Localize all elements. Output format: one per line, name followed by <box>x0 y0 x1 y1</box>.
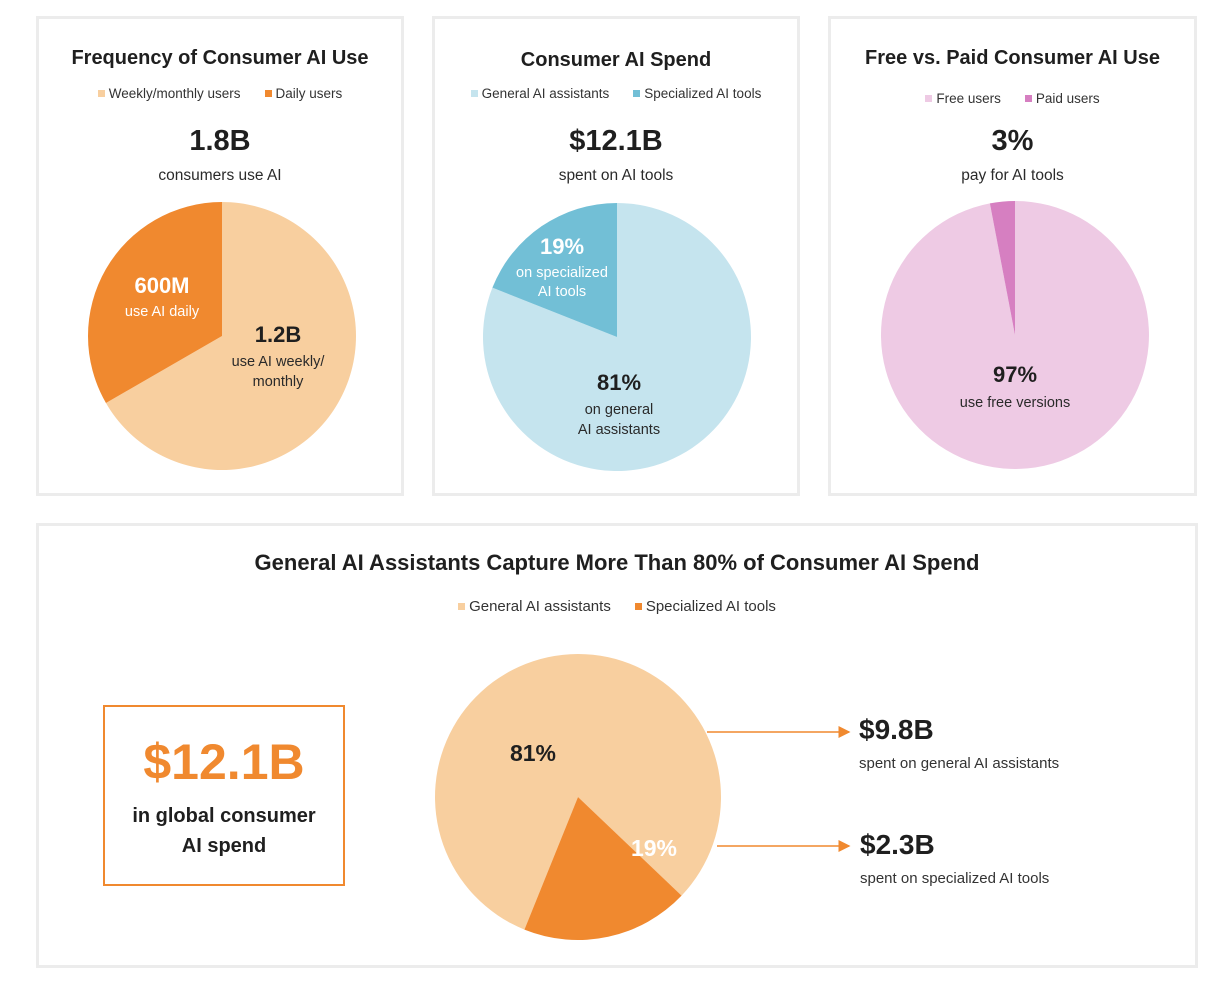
legend-label: Daily users <box>275 86 343 101</box>
chart-panel-spend: Consumer AI Spend General AI assistants … <box>432 16 800 496</box>
slice-label-value: 600M <box>134 273 189 298</box>
headline-value: 1.8B <box>189 125 251 157</box>
chart-legend: General AI assistants Specialized AI too… <box>39 598 1195 615</box>
pie-slice-daily <box>87 202 223 403</box>
legend-label: General AI assistants <box>481 86 610 101</box>
legend-swatch <box>925 95 933 102</box>
chart-title: Consumer AI Spend <box>520 49 712 71</box>
pie-free-paid: 97% use free versions <box>880 201 1149 469</box>
chart-title: Free vs. Paid Consumer AI Use <box>865 47 1160 69</box>
total-spend-box: $12.1B in global consumer AI spend <box>103 705 345 886</box>
legend-entry: Specialized AI tools <box>633 86 761 101</box>
callout-arrows <box>707 726 851 852</box>
legend-swatch <box>97 90 105 97</box>
legend-swatch <box>458 603 466 610</box>
slice-label-text: monthly <box>253 374 305 390</box>
slice-label-text: use AI daily <box>125 304 200 320</box>
pie-frequency: 600M use AI daily 1.2B use AI weekly/ mo… <box>87 202 356 471</box>
chart-panel-free-paid: Free vs. Paid Consumer AI Use Free users… <box>828 16 1197 496</box>
legend-swatch <box>264 90 272 97</box>
pie-spend: 19% on specialized AI tools 81% on gener… <box>482 203 751 472</box>
chart-title: Frequency of Consumer AI Use <box>71 47 369 69</box>
pie-slice-specialized <box>492 203 617 337</box>
legend-entry: Weekly/monthly users <box>97 86 241 101</box>
legend-entry: Free users <box>925 91 1001 106</box>
slice-label-text: on general <box>585 402 654 418</box>
chart-panel-assistants-capture: General AI Assistants Capture More Than … <box>36 523 1198 968</box>
slice-label-value: 81% <box>510 740 556 766</box>
pie-slice-specialized <box>524 797 682 941</box>
pie-slice-weekly-monthly <box>105 202 356 471</box>
chart-legend: Weekly/monthly users Daily users <box>39 86 401 101</box>
slice-label-value: 1.2B <box>255 322 301 347</box>
slice-label-value: 97% <box>993 362 1037 387</box>
callout-value: $9.8B <box>859 714 934 745</box>
total-label-line: in global consumer <box>132 805 316 827</box>
pie-slice-general <box>482 203 751 472</box>
legend-swatch <box>633 90 641 97</box>
legend-label: Free users <box>936 91 1001 106</box>
legend-label: Specialized AI tools <box>644 86 762 101</box>
headline-value: 3% <box>991 125 1034 157</box>
callout-label: spent on general AI assistants <box>859 755 1060 772</box>
chart-title: General AI Assistants Capture More Than … <box>254 550 980 575</box>
legend-entry: General AI assistants <box>458 598 611 615</box>
legend-label: Weekly/monthly users <box>108 86 241 101</box>
slice-label-value: 19% <box>540 234 584 259</box>
legend-entry: General AI assistants <box>470 86 610 101</box>
pie-slice-paid <box>989 201 1015 335</box>
legend-entry: Specialized AI tools <box>634 598 776 615</box>
slice-label-text: use AI weekly/ <box>232 354 326 370</box>
legend-label: General AI assistants <box>469 598 611 615</box>
headline-label: pay for AI tools <box>961 167 1064 184</box>
legend-label: Paid users <box>1035 91 1100 106</box>
slice-label-text: use free versions <box>960 395 1070 411</box>
slice-label-text: AI assistants <box>578 422 660 438</box>
pie-slice-free <box>880 201 1149 469</box>
slice-label-text: AI tools <box>538 284 586 300</box>
legend-entry: Paid users <box>1024 91 1100 106</box>
total-label-line: AI spend <box>181 835 267 857</box>
callout-value: $2.3B <box>860 829 935 860</box>
legend-label: Specialized AI tools <box>645 598 776 615</box>
total-label: in global consumer AI spend <box>105 801 343 861</box>
headline-label: consumers use AI <box>158 167 282 184</box>
total-value: $12.1B <box>143 734 305 790</box>
legend-swatch <box>634 603 642 610</box>
chart-panel-frequency: Frequency of Consumer AI Use Weekly/mont… <box>36 16 404 496</box>
legend-swatch <box>470 90 478 97</box>
pie-slice-general <box>435 654 722 930</box>
pie-assistants-capture: 81% 19% <box>435 654 722 941</box>
slice-label-value: 19% <box>631 835 677 861</box>
slice-label-value: 81% <box>597 370 641 395</box>
slice-label-text: on specialized <box>516 265 608 281</box>
headline-label: spent on AI tools <box>558 167 674 184</box>
headline-value: $12.1B <box>569 125 663 157</box>
callout-label: spent on specialized AI tools <box>860 870 1050 887</box>
chart-legend: General AI assistants Specialized AI too… <box>435 86 797 101</box>
chart-legend: Free users Paid users <box>831 91 1194 106</box>
legend-swatch <box>1024 95 1032 102</box>
legend-entry: Daily users <box>264 86 343 101</box>
